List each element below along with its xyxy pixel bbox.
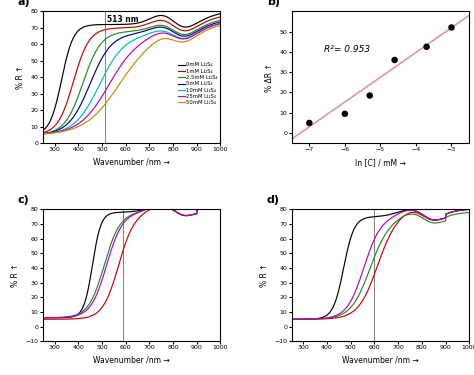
5mM Li₂S₄ (218, 20, 223, 24)
1mM Li₂S₄ (85, 40, 91, 44)
2.5mM Li₂S₄ (40, 132, 46, 136)
5mM Li₂S₄ (158, 25, 164, 29)
1mM Li₂S₄ (40, 130, 46, 135)
X-axis label: ln [C] / mM →: ln [C] / mM → (355, 158, 406, 167)
50mM Li₂S₄ (158, 37, 164, 42)
Text: a): a) (18, 0, 30, 7)
0mM Li₂S₄ (218, 11, 223, 16)
Line: 10mM Li₂S₄: 10mM Li₂S₄ (43, 24, 220, 134)
10mM Li₂S₄ (145, 32, 150, 36)
10mM Li₂S₄ (158, 29, 164, 33)
1mM Li₂S₄ (120, 26, 126, 30)
10mM Li₂S₄ (173, 34, 179, 39)
10mM Li₂S₄ (40, 132, 46, 136)
0mM Li₂S₄ (40, 128, 46, 133)
1mM Li₂S₄ (158, 18, 164, 22)
1mM Li₂S₄ (218, 15, 223, 19)
50mM Li₂S₄ (40, 132, 46, 136)
5mM Li₂S₄ (71, 114, 77, 118)
Line: 50mM Li₂S₄: 50mM Li₂S₄ (43, 26, 220, 134)
Line: 1mM Li₂S₄: 1mM Li₂S₄ (43, 17, 220, 133)
50mM Li₂S₄ (173, 39, 179, 44)
50mM Li₂S₄ (71, 126, 77, 130)
2.5mM Li₂S₄ (218, 18, 223, 22)
Point (341, 111, 348, 117)
25mM Li₂S₄ (120, 60, 126, 64)
0mM Li₂S₄ (85, 23, 91, 28)
Text: c): c) (18, 195, 29, 205)
Text: 513 nm: 513 nm (107, 15, 138, 24)
0mM Li₂S₄ (120, 22, 126, 27)
X-axis label: Wavenumber /nm →: Wavenumber /nm → (342, 356, 419, 365)
10mM Li₂S₄ (71, 121, 77, 126)
50mM Li₂S₄ (145, 46, 150, 51)
Text: R²= 0.953: R²= 0.953 (323, 45, 370, 54)
Y-axis label: % R ↑: % R ↑ (260, 264, 269, 287)
Y-axis label: % R ↑: % R ↑ (16, 65, 25, 89)
25mM Li₂S₄ (218, 21, 223, 26)
1mM Li₂S₄ (173, 26, 179, 30)
2.5mM Li₂S₄ (173, 30, 179, 34)
25mM Li₂S₄ (40, 132, 46, 136)
X-axis label: Wavenumber /nm →: Wavenumber /nm → (93, 158, 170, 167)
25mM Li₂S₄ (158, 31, 164, 35)
Legend: 0mM Li₂S₄, 1mM Li₂S₄, 2.5mM Li₂S₄, 5mM Li₂S₄, 10mM Li₂S₄, 25mM Li₂S₄, 50mM Li₂S₄: 0mM Li₂S₄, 1mM Li₂S₄, 2.5mM Li₂S₄, 5mM L… (178, 62, 218, 105)
0mM Li₂S₄ (71, 34, 77, 39)
1mM Li₂S₄ (71, 77, 77, 81)
50mM Li₂S₄ (218, 23, 223, 28)
2.5mM Li₂S₄ (158, 23, 164, 28)
2.5mM Li₂S₄ (85, 66, 91, 70)
10mM Li₂S₄ (85, 104, 91, 108)
10mM Li₂S₄ (120, 45, 126, 50)
Point (366, 93, 374, 99)
5mM Li₂S₄ (120, 35, 126, 39)
Text: d): d) (266, 195, 280, 205)
Line: 2.5mM Li₂S₄: 2.5mM Li₂S₄ (43, 20, 220, 134)
Y-axis label: % R ↑: % R ↑ (11, 264, 20, 287)
2.5mM Li₂S₄ (120, 30, 126, 34)
50mM Li₂S₄ (85, 118, 91, 123)
5mM Li₂S₄ (40, 132, 46, 136)
0mM Li₂S₄ (158, 13, 164, 18)
Line: 25mM Li₂S₄: 25mM Li₂S₄ (43, 24, 220, 134)
2.5mM Li₂S₄ (71, 104, 77, 109)
10mM Li₂S₄ (218, 21, 223, 26)
5mM Li₂S₄ (173, 32, 179, 36)
50mM Li₂S₄ (120, 76, 126, 81)
1mM Li₂S₄ (145, 22, 150, 26)
Point (305, 120, 313, 126)
X-axis label: Wavenumber /nm →: Wavenumber /nm → (93, 356, 170, 365)
Line: 5mM Li₂S₄: 5mM Li₂S₄ (43, 22, 220, 134)
5mM Li₂S₄ (85, 86, 91, 90)
0mM Li₂S₄ (173, 21, 179, 26)
0mM Li₂S₄ (145, 18, 150, 22)
25mM Li₂S₄ (71, 124, 77, 129)
Text: b): b) (266, 0, 280, 7)
Point (447, 24, 455, 30)
Line: 0mM Li₂S₄: 0mM Li₂S₄ (43, 13, 220, 130)
5mM Li₂S₄ (145, 28, 150, 32)
2.5mM Li₂S₄ (145, 26, 150, 30)
Y-axis label: % ΔR ↑: % ΔR ↑ (265, 63, 274, 92)
Point (391, 57, 398, 63)
25mM Li₂S₄ (145, 37, 150, 41)
Point (423, 44, 430, 50)
25mM Li₂S₄ (173, 35, 179, 40)
25mM Li₂S₄ (85, 113, 91, 117)
